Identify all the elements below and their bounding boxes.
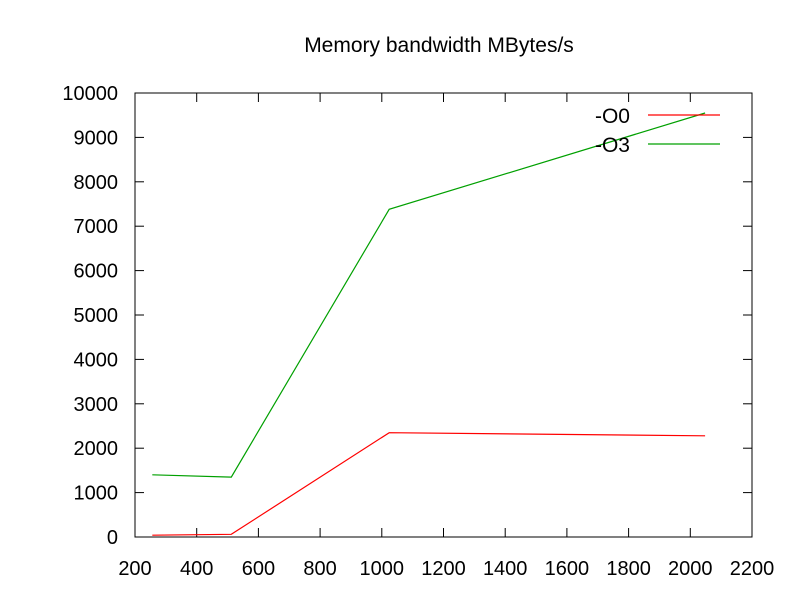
- chart-title: Memory bandwidth MBytes/s: [304, 34, 574, 57]
- x-tick-label: 1600: [545, 558, 590, 580]
- y-tick-label: 9000: [74, 127, 119, 149]
- x-tick-label: 800: [303, 558, 336, 580]
- x-tick-label: 1400: [483, 558, 528, 580]
- legend: -O0-O3: [595, 105, 720, 157]
- plot-frame: [134, 92, 753, 538]
- axis-ticks: 0 1000 2000 3000 4000 5000 6000 7000 8000 9000 100…: [62, 83, 774, 580]
- y-tick-label: 1000: [74, 483, 119, 505]
- x-tick-label: 400: [180, 558, 213, 580]
- y-tick-label: 3000: [74, 394, 119, 416]
- x-tick-label: 600: [242, 558, 275, 580]
- series-line-o0: [152, 432, 706, 536]
- y-tick-label: 0: [107, 527, 118, 549]
- x-tick-label: 1200: [421, 558, 466, 580]
- x-tick-label: 1000: [360, 558, 405, 580]
- legend-label: -O3: [595, 134, 630, 157]
- x-tick-label: 2000: [668, 558, 713, 580]
- x-tick-label: 200: [118, 558, 151, 580]
- y-tick-label: 10000: [62, 83, 118, 105]
- x-tick-label: 2200: [730, 558, 775, 580]
- series-lines: [152, 112, 706, 536]
- y-tick-label: 5000: [74, 305, 119, 327]
- y-tick-label: 8000: [74, 172, 119, 194]
- legend-label: -O0: [595, 105, 630, 128]
- y-tick-label: 2000: [74, 438, 119, 460]
- y-tick-label: 7000: [74, 216, 119, 238]
- series-line-o3: [152, 112, 706, 478]
- y-tick-label: 6000: [74, 261, 119, 283]
- x-tick-label: 1800: [606, 558, 651, 580]
- y-tick-label: 4000: [74, 349, 119, 371]
